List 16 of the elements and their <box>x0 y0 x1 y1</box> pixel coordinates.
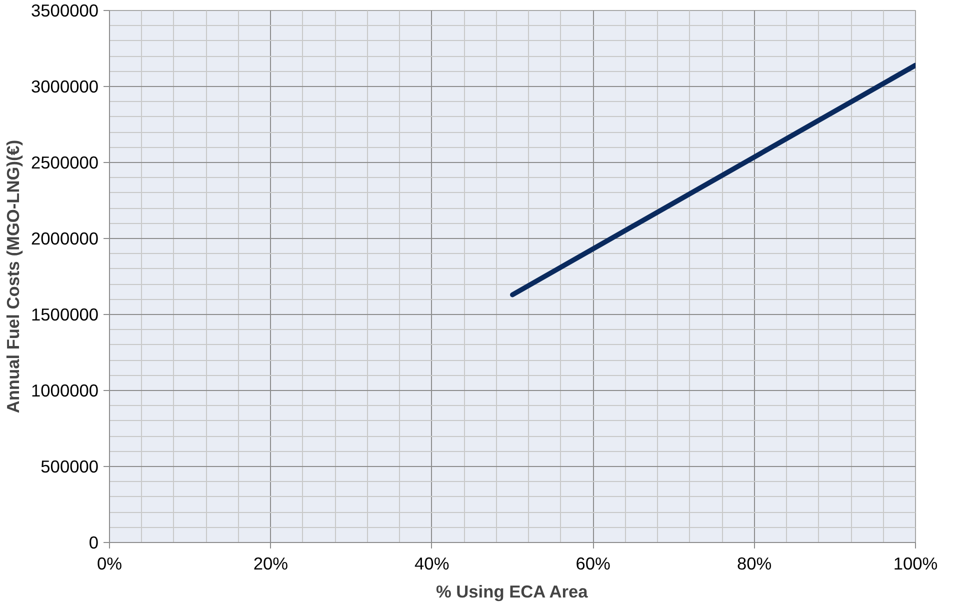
x-tick-label: 100% <box>893 554 938 574</box>
y-tick-label: 2000000 <box>31 228 99 248</box>
y-tick-label: 2500000 <box>31 152 99 172</box>
x-tick-label: 0% <box>96 554 122 574</box>
y-tick-label: 500000 <box>40 456 99 476</box>
y-tick-label: 3500000 <box>31 0 99 20</box>
y-tick-label: 0 <box>88 532 99 552</box>
x-tick-label: 40% <box>414 554 450 574</box>
x-axis-title: % Using ECA Area <box>436 582 588 602</box>
x-tick-label: 80% <box>736 554 772 574</box>
y-tick-label: 1000000 <box>31 380 99 400</box>
y-tick-label: 1500000 <box>31 304 99 324</box>
x-tick-label: 60% <box>576 554 610 574</box>
y-tick-label: 3000000 <box>31 76 99 96</box>
y-axis-title: Annual Fuel Costs (MGO-LNG)(€) <box>3 140 24 414</box>
x-tick-label: 20% <box>253 554 288 574</box>
